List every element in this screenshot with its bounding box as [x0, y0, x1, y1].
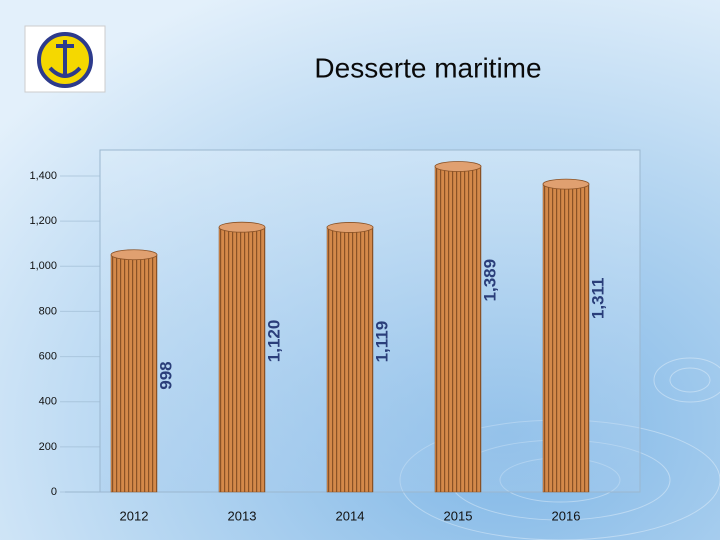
- bar: [434, 166, 482, 493]
- bar: [542, 183, 590, 493]
- chart-title: Desserte maritime: [314, 52, 541, 83]
- bar: [218, 226, 266, 493]
- logo: [24, 25, 106, 93]
- y-tick-label: 0: [51, 486, 57, 498]
- bar-cap: [110, 249, 158, 261]
- x-tick-label: 2016: [552, 508, 581, 523]
- value-label: 1,119: [372, 321, 391, 363]
- x-tick-label: 2013: [228, 508, 257, 523]
- bar-cap: [434, 161, 482, 172]
- value-label: 1,389: [480, 259, 499, 302]
- x-tick-label: 2014: [336, 508, 365, 523]
- bar-cap: [218, 221, 266, 233]
- y-tick-label: 800: [39, 305, 57, 317]
- bar: [326, 227, 374, 493]
- value-label: 1,120: [264, 320, 283, 363]
- y-tick-label: 600: [39, 350, 57, 362]
- x-tick-label: 2012: [120, 508, 149, 523]
- bar: [110, 254, 158, 493]
- value-label: 998: [156, 361, 175, 389]
- x-tick-label: 2015: [444, 508, 473, 523]
- bar-cap: [326, 222, 374, 233]
- y-tick-label: 1,200: [29, 215, 57, 227]
- y-tick-label: 200: [39, 441, 57, 453]
- y-tick-label: 1,000: [29, 260, 57, 272]
- y-tick-label: 1,400: [29, 170, 57, 182]
- y-tick-label: 400: [39, 396, 57, 408]
- bar-cap: [542, 178, 590, 190]
- value-label: 1,311: [588, 277, 607, 319]
